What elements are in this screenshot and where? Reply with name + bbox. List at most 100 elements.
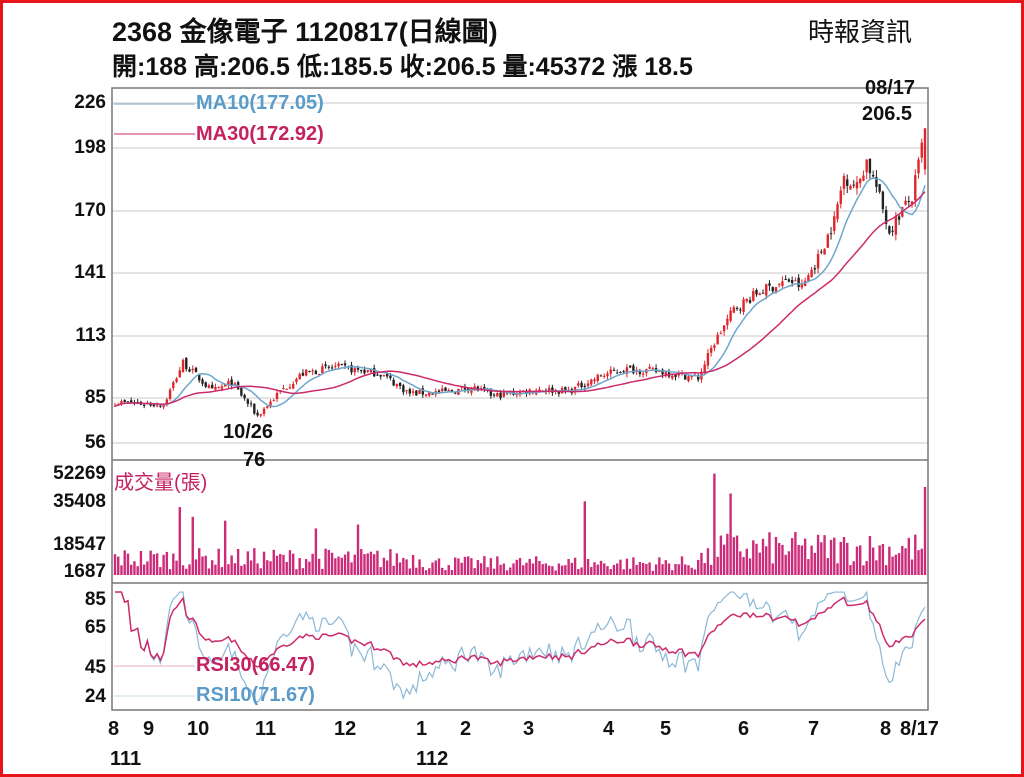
candle-body	[220, 386, 224, 389]
volume-bar	[292, 553, 295, 575]
volume-bar	[781, 544, 784, 575]
candle-body	[295, 378, 298, 383]
chart-title: 2368 金像電子 1120817(日線圖)	[112, 17, 498, 47]
candle-body	[881, 191, 885, 210]
volume-bar	[865, 561, 868, 575]
low-value-annotation: 76	[243, 449, 266, 471]
candle-body	[577, 383, 580, 386]
candle-body	[454, 392, 457, 394]
candle-body	[492, 394, 496, 396]
volume-bar	[330, 552, 334, 575]
volume-bar	[580, 567, 583, 575]
volume-bar	[907, 537, 910, 575]
candle-body	[142, 404, 146, 406]
candle-body	[658, 370, 661, 372]
candle-body	[729, 310, 732, 321]
volume-bar	[431, 562, 434, 575]
volume-bar	[172, 553, 175, 575]
candle-body	[424, 394, 428, 396]
volume-bar	[113, 554, 117, 575]
volume-bar	[327, 549, 331, 575]
candle-body	[616, 372, 619, 374]
candle-body	[849, 185, 852, 190]
candle-body	[641, 373, 645, 375]
candle-body	[343, 363, 347, 366]
candle-body	[823, 248, 826, 255]
volume-bar	[133, 561, 136, 575]
rsi10-legend: RSI10(71.67)	[196, 684, 315, 706]
candle-body	[204, 382, 207, 387]
volume-bar	[295, 569, 298, 575]
candle-body	[207, 385, 211, 389]
candle-body	[155, 405, 159, 407]
volume-bar	[298, 558, 301, 575]
volume-bar	[130, 564, 133, 575]
volume-bar	[334, 558, 337, 575]
candle-body	[755, 289, 758, 295]
volume-bar	[664, 560, 667, 575]
candle-body	[298, 374, 301, 380]
volume-bar	[697, 559, 700, 575]
candle-body	[752, 290, 755, 301]
volume-bar	[259, 568, 262, 575]
candle-body	[330, 367, 334, 369]
volume-bar	[651, 570, 655, 575]
candle-body	[800, 283, 804, 288]
volume-tick: 35408	[53, 491, 106, 512]
candle-body	[820, 251, 823, 253]
volume-bar	[648, 562, 651, 575]
volume-bar	[201, 556, 204, 575]
candle-body	[735, 307, 739, 309]
candle-body	[353, 368, 356, 373]
volume-bar	[531, 563, 535, 575]
candle-body	[246, 399, 250, 404]
candle-body	[551, 387, 554, 393]
x-tick: 7	[808, 718, 820, 740]
candle-body	[742, 299, 745, 313]
volume-bar	[220, 567, 224, 575]
candle-body	[266, 406, 269, 408]
candle-body	[888, 226, 891, 234]
plot-frame	[111, 87, 929, 711]
candle-body	[337, 363, 340, 367]
candle-body	[884, 209, 888, 224]
volume-bar	[447, 565, 450, 575]
candle-body	[288, 387, 292, 389]
candle-body	[765, 284, 768, 296]
volume-bar	[249, 560, 253, 575]
candle-body	[227, 380, 230, 386]
source-label: 時報資訊	[808, 17, 913, 47]
volume-bar	[204, 555, 207, 575]
volume-bar	[483, 556, 486, 575]
volume-bar	[557, 563, 561, 575]
candle-body	[165, 399, 169, 404]
candle-body	[875, 177, 878, 187]
volume-bar	[496, 556, 499, 575]
volume-bar	[168, 569, 172, 575]
volume-bar	[441, 567, 444, 575]
volume-bar	[684, 564, 687, 575]
volume-bar	[434, 560, 437, 575]
price-tick: 170	[74, 200, 106, 221]
x-tick: 4	[603, 718, 615, 740]
volume-bar	[849, 565, 852, 575]
candle-body	[275, 392, 279, 399]
volume-bar	[350, 562, 353, 575]
volume-bar	[570, 562, 574, 575]
candle-body	[123, 400, 126, 402]
candle-body	[807, 275, 810, 281]
candle-body	[269, 401, 272, 408]
candle-body	[868, 158, 872, 174]
volume-bar	[586, 558, 590, 575]
candle-body	[262, 408, 266, 415]
candle-body	[360, 370, 363, 372]
candle-body	[897, 216, 901, 220]
candle-body	[499, 392, 502, 399]
volume-bar	[881, 543, 885, 575]
candle-body	[852, 184, 855, 186]
candle-body	[651, 367, 655, 369]
candle-body	[745, 298, 748, 302]
candle-body	[356, 366, 360, 370]
candle-body	[405, 390, 408, 392]
